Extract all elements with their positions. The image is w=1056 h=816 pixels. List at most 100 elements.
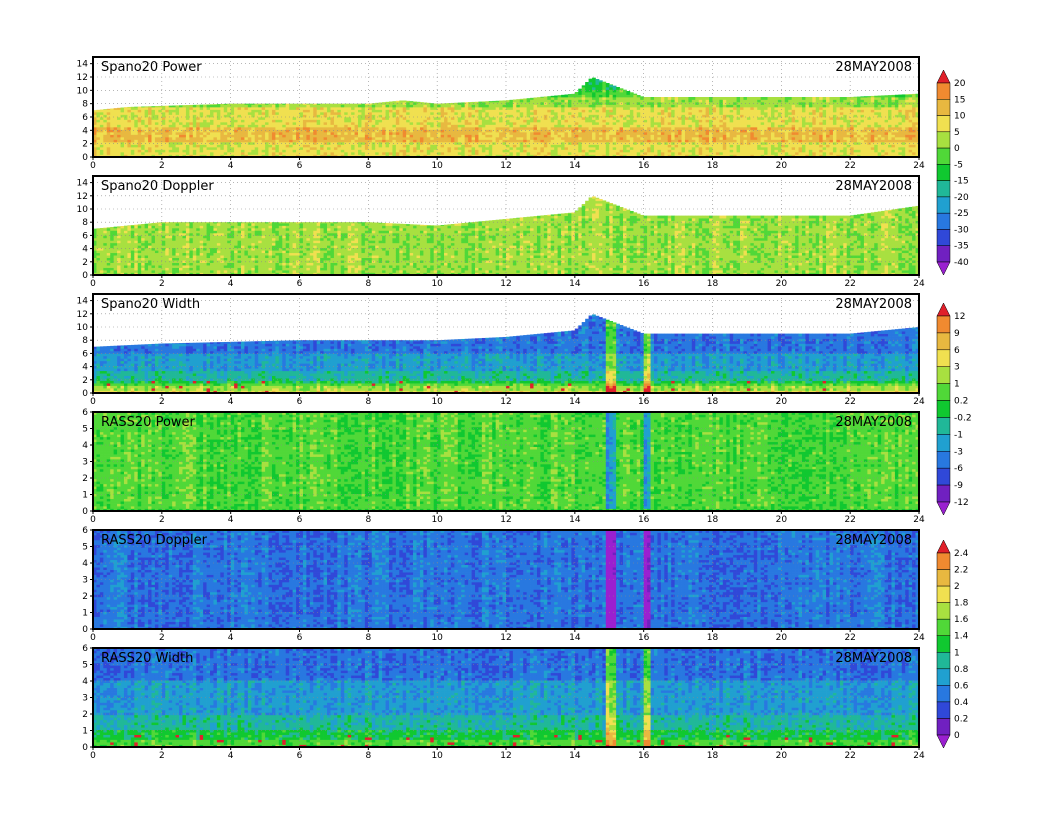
heatmap-cell (131, 112, 135, 115)
heatmap-cell (121, 145, 125, 148)
heatmap-cell (238, 147, 242, 150)
heatmap-cell (334, 150, 338, 153)
heatmap-cell (234, 132, 238, 135)
heatmap-cell (468, 152, 472, 155)
heatmap-cell (330, 130, 334, 133)
heatmap-cell (220, 105, 224, 108)
heatmap-cell (220, 145, 224, 148)
heatmap-cell (447, 125, 451, 128)
heatmap-cell (341, 110, 345, 113)
heatmap-cell (186, 122, 190, 125)
heatmap-cell (472, 127, 476, 130)
heatmap-cell (330, 147, 334, 150)
heatmap-cell (527, 105, 531, 108)
heatmap-cell (289, 117, 293, 120)
heatmap-cell (103, 127, 107, 130)
heatmap-cell (258, 112, 262, 115)
heatmap-cell (121, 122, 125, 125)
heatmap-cell (499, 105, 503, 108)
heatmap-cell (145, 137, 149, 140)
heatmap-cell (186, 125, 190, 128)
heatmap-cell (186, 127, 190, 130)
heatmap-cell (279, 110, 283, 113)
heatmap-cell (392, 120, 396, 123)
heatmap-cell (327, 117, 331, 120)
heatmap-cell (427, 150, 431, 153)
heatmap-cell (520, 137, 524, 140)
heatmap-cell (417, 127, 421, 130)
heatmap-cell (437, 145, 441, 148)
heatmap-cell (427, 120, 431, 123)
heatmap-cell (361, 107, 365, 110)
heatmap-cell (372, 147, 376, 150)
heatmap-cell (386, 140, 390, 143)
heatmap-cell (386, 122, 390, 125)
heatmap-cell (461, 135, 465, 138)
heatmap-cell (451, 127, 455, 130)
heatmap-cell (145, 117, 149, 120)
heatmap-cell (134, 107, 138, 110)
heatmap-cell (368, 130, 372, 133)
heatmap-cell (124, 120, 128, 123)
heatmap-cell (238, 125, 242, 128)
heatmap-cell (361, 122, 365, 125)
heatmap-cell (478, 105, 482, 108)
heatmap-cell (127, 137, 131, 140)
heatmap-cell (375, 107, 379, 110)
heatmap-cell (124, 130, 128, 133)
heatmap-cell (158, 106, 162, 107)
heatmap-cell (176, 135, 180, 138)
heatmap-cell (258, 122, 262, 125)
heatmap-cell (169, 127, 173, 130)
heatmap-cell (100, 132, 104, 135)
heatmap-cell (513, 120, 517, 123)
heatmap-cell (437, 122, 441, 125)
heatmap-cell (372, 110, 376, 113)
heatmap-cell (165, 127, 169, 130)
heatmap-cell (461, 152, 465, 155)
heatmap-cell (179, 115, 183, 118)
heatmap-cell (516, 135, 520, 138)
heatmap-cell (138, 142, 142, 145)
heatmap-cell (193, 120, 197, 123)
heatmap-cell (145, 122, 149, 125)
heatmap-cell (406, 137, 410, 140)
heatmap-cell (413, 140, 417, 143)
heatmap-cell (269, 122, 273, 125)
heatmap-cell (496, 135, 500, 138)
heatmap-cell (516, 100, 520, 103)
heatmap-cell (224, 110, 228, 113)
heatmap-cell (320, 122, 324, 125)
heatmap-cell (189, 120, 193, 123)
heatmap-cell (193, 137, 197, 140)
heatmap-cell (138, 147, 142, 150)
heatmap-cell (482, 122, 486, 125)
heatmap-cell (427, 127, 431, 130)
heatmap-cell (165, 117, 169, 120)
heatmap-cell (303, 137, 307, 140)
heatmap-cell (372, 120, 376, 123)
heatmap-cell (516, 150, 520, 153)
heatmap-cell (461, 140, 465, 143)
heatmap-cell (200, 145, 204, 148)
heatmap-cell (392, 140, 396, 143)
heatmap-cell (454, 147, 458, 150)
heatmap-cell (417, 125, 421, 128)
heatmap-cell (527, 140, 531, 143)
heatmap-cell (138, 120, 142, 123)
heatmap-cell (351, 125, 355, 128)
heatmap-cell (451, 110, 455, 113)
heatmap-cell (258, 137, 262, 140)
heatmap-cell (375, 152, 379, 155)
heatmap-cell (279, 127, 283, 130)
heatmap-cell (506, 105, 510, 108)
heatmap-cell (341, 147, 345, 150)
heatmap-cell (210, 105, 214, 108)
heatmap-cell (103, 147, 107, 150)
heatmap-cell (516, 142, 520, 145)
heatmap-cell (527, 110, 531, 113)
heatmap-cell (403, 127, 407, 130)
heatmap-cell (513, 107, 517, 110)
heatmap-cell (279, 147, 283, 150)
heatmap-cell (279, 115, 283, 118)
